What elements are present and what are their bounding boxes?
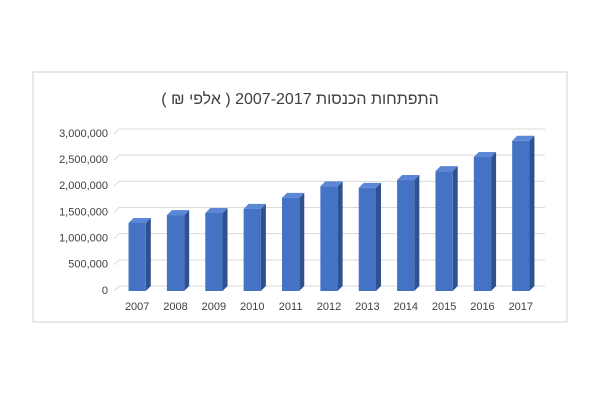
bar-top <box>320 181 343 187</box>
x-tick-label: 2017 <box>509 301 533 313</box>
bar-top <box>473 152 497 158</box>
x-tick-label: 2009 <box>202 301 226 313</box>
bar-side <box>452 166 458 291</box>
bar-top <box>397 175 420 181</box>
y-tick-label: 1,000,000 <box>59 233 108 245</box>
grid-line <box>113 285 120 292</box>
bar <box>128 222 146 291</box>
y-tick-label: 1,500,000 <box>59 206 108 218</box>
bar-side <box>260 203 266 291</box>
bar-side <box>145 217 151 291</box>
y-tick-label: 3,000,000 <box>59 128 108 140</box>
bar-top <box>512 135 535 141</box>
bar-side <box>491 152 497 291</box>
x-tick-label: 2014 <box>393 301 417 313</box>
x-tick-label: 2012 <box>317 301 341 313</box>
y-tick-label: 0 <box>102 285 108 297</box>
x-tick-label: 2015 <box>432 301 456 313</box>
bar-top <box>243 203 266 209</box>
x-tick-label: 2008 <box>163 301 187 313</box>
grid-line <box>113 128 120 135</box>
y-tick-label: 2,500,000 <box>59 154 108 166</box>
y-tick-label: 500,000 <box>68 259 108 271</box>
y-tick-label: 2,000,000 <box>59 180 108 192</box>
bar <box>512 140 530 291</box>
grid-line <box>113 154 120 161</box>
bar <box>282 197 300 291</box>
x-tick-label: 2013 <box>355 301 379 313</box>
bar <box>243 208 261 291</box>
bar-side <box>222 208 228 291</box>
x-tick-label: 2016 <box>470 301 494 313</box>
bar-side <box>337 181 343 291</box>
chart-title: התפתחות הכנסות 2007-2017 ( אלפי ₪ ) <box>161 90 438 108</box>
bar <box>358 187 376 291</box>
bar <box>397 180 415 291</box>
bar-side <box>414 175 420 291</box>
bar-top <box>282 192 305 198</box>
bar-side <box>529 135 535 291</box>
bar <box>205 213 223 291</box>
grid-line <box>113 207 120 213</box>
bar <box>166 215 185 291</box>
bar-side <box>184 210 190 291</box>
grid-line <box>113 233 120 240</box>
grid-line <box>113 180 120 187</box>
bar <box>320 186 338 291</box>
x-tick-label: 2007 <box>125 301 149 313</box>
bar-top <box>128 217 151 223</box>
bar-side <box>375 182 381 291</box>
x-tick-label: 2010 <box>240 301 264 313</box>
x-tick-label: 2011 <box>279 301 303 313</box>
grid-line <box>113 259 120 266</box>
bar-top <box>358 182 381 188</box>
bar-top <box>435 166 458 172</box>
bar <box>473 157 492 291</box>
bar-top <box>205 208 228 214</box>
bar <box>435 171 453 291</box>
bar-side <box>299 192 305 291</box>
bar-top <box>166 210 190 216</box>
